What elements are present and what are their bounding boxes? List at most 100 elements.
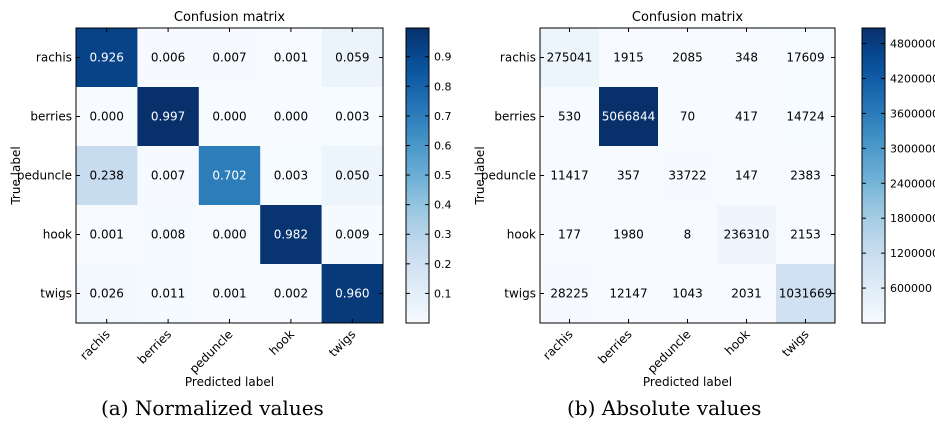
p0-cell-label-r2-c1: 0.007 — [151, 169, 185, 183]
p0-cell-r3-c0 — [76, 205, 138, 265]
p1-cell-r0-c1 — [599, 28, 659, 88]
p0-cell-r3-c2 — [198, 205, 261, 265]
p0-cell-r4-c3 — [260, 264, 323, 324]
p0-xtick-label-3: hook — [266, 327, 297, 358]
p0-cell-label-r0-c4: 0.059 — [335, 51, 369, 65]
p0-cell-label-r3-c4: 0.009 — [335, 228, 369, 242]
p0-xtick-label-1: berries — [135, 327, 174, 366]
p0-xtick-label-4: twigs — [326, 327, 358, 359]
p1-cb-tick-label-1: 1200000 — [890, 247, 935, 260]
p0-cell-label-r2-c2: 0.702 — [212, 169, 246, 183]
p1-cb-tick-label-3: 2400000 — [890, 177, 935, 190]
p0-ytick-label-2: peduncle — [17, 169, 72, 183]
p0-cell-r2-c3 — [260, 146, 323, 206]
p1-cell-label-r3-c0: 177 — [558, 228, 581, 242]
p1-cell-r1-c2 — [658, 87, 718, 147]
p1-cell-label-r0-c4: 17609 — [786, 51, 824, 65]
p0-cb-tick-label-1: 0.2 — [434, 258, 452, 271]
p1-xtick-label-3: hook — [722, 327, 753, 358]
p0-cell-label-r4-c2: 0.001 — [212, 287, 246, 301]
p0-cb-tick-label-6: 0.7 — [434, 110, 452, 123]
p0-cb-tick-label-4: 0.5 — [434, 169, 452, 182]
p0-cb-tick-label-3: 0.4 — [434, 199, 452, 212]
p0-cell-label-r2-c4: 0.050 — [335, 169, 369, 183]
p0-ytick-label-4: twigs — [40, 287, 72, 301]
caption-b: (b) Absolute values — [567, 396, 762, 420]
p0-cell-label-r0-c0: 0.926 — [90, 51, 124, 65]
p1-cell-label-r3-c2: 8 — [684, 228, 692, 242]
p1-colorbar — [861, 27, 886, 324]
p1-cell-r2-c1 — [599, 146, 659, 206]
p0-chart-title: Confusion matrix — [174, 10, 285, 25]
p1-cell-r2-c4 — [776, 146, 836, 206]
p1-cell-label-r4-c4: 1031669 — [779, 287, 832, 301]
p1-xlabel: Predicted label — [643, 375, 732, 389]
p1-cell-r1-c1 — [599, 87, 659, 147]
p1-cell-label-r2-c4: 2383 — [790, 169, 821, 183]
p1-cell-label-r4-c1: 12147 — [609, 287, 647, 301]
p0-cb-tick-label-8: 0.9 — [434, 51, 452, 64]
p0-cell-label-r1-c0: 0.000 — [90, 110, 124, 124]
p0-cell-r2-c4 — [321, 146, 384, 206]
p0-cell-r0-c1 — [137, 28, 200, 88]
p1-cell-label-r1-c2: 70 — [680, 110, 695, 124]
p0-cell-r4-c1 — [137, 264, 200, 324]
caption-a: (a) Normalized values — [101, 396, 324, 420]
p0-cell-label-r0-c2: 0.007 — [212, 51, 246, 65]
p1-cell-r4-c3 — [717, 264, 777, 324]
p1-cell-r4-c4 — [776, 264, 836, 324]
p0-cell-r3-c1 — [137, 205, 200, 265]
p0-cell-r0-c3 — [260, 28, 323, 88]
p1-cell-r3-c1 — [599, 205, 659, 265]
p1-xtick-label-0: rachis — [540, 327, 575, 362]
p1-cb-tick-label-6: 4200000 — [890, 72, 935, 85]
p0-cell-label-r2-c0: 0.238 — [90, 169, 124, 183]
p1-cb-tick-label-4: 3000000 — [890, 142, 935, 155]
p1-cell-label-r0-c1: 1915 — [613, 51, 644, 65]
p1-cell-r0-c2 — [658, 28, 718, 88]
p1-cell-label-r1-c3: 417 — [735, 110, 758, 124]
p0-ylabel: True label — [9, 146, 23, 205]
p0-xtick-label-2: peduncle — [187, 327, 236, 376]
p0-cb-tick-label-2: 0.3 — [434, 228, 452, 241]
p0-xtick-label-0: rachis — [77, 327, 112, 362]
p1-cell-label-r0-c2: 2085 — [672, 51, 703, 65]
p1-cell-r1-c3 — [717, 87, 777, 147]
p1-cell-label-r0-c3: 348 — [735, 51, 758, 65]
p1-cb-tick-label-0: 600000 — [890, 282, 932, 295]
p0-cell-r1-c2 — [198, 87, 261, 147]
p0-cell-label-r0-c3: 0.001 — [274, 51, 308, 65]
p1-cell-r1-c0 — [540, 87, 600, 147]
p1-cell-r0-c0 — [540, 28, 600, 88]
p0-cell-label-r1-c4: 0.003 — [335, 110, 369, 124]
p0-cb-tick-label-7: 0.8 — [434, 80, 452, 93]
p0-cell-r2-c1 — [137, 146, 200, 206]
p1-cell-r3-c3 — [717, 205, 777, 265]
p0-cell-label-r1-c2: 0.000 — [212, 110, 246, 124]
p0-ytick-label-0: rachis — [36, 51, 72, 65]
p1-xtick-label-1: berries — [595, 327, 634, 366]
p0-cell-r0-c4 — [321, 28, 384, 88]
p1-cell-r3-c0 — [540, 205, 600, 265]
p0-cell-r3-c4 — [321, 205, 384, 265]
p1-xtick-label-2: peduncle — [645, 327, 694, 376]
p1-cb-tick-label-2: 1800000 — [890, 212, 935, 225]
p0-cell-label-r1-c1: 0.997 — [151, 110, 185, 124]
p1-cell-r2-c0 — [540, 146, 600, 206]
p0-cell-r1-c1 — [137, 87, 200, 147]
p1-cell-r0-c3 — [717, 28, 777, 88]
p0-xlabel: Predicted label — [185, 375, 274, 389]
p1-cell-label-r3-c4: 2153 — [790, 228, 821, 242]
p0-cell-r2-c0 — [76, 146, 138, 206]
p1-cell-label-r4-c0: 28225 — [550, 287, 588, 301]
p1-chart-title: Confusion matrix — [632, 10, 743, 25]
p1-cell-r2-c3 — [717, 146, 777, 206]
p1-cell-label-r4-c3: 2031 — [731, 287, 762, 301]
p1-cell-r2-c2 — [658, 146, 718, 206]
p1-cell-label-r1-c4: 14724 — [786, 110, 824, 124]
p0-cell-r4-c2 — [198, 264, 261, 324]
p0-cell-label-r3-c0: 0.001 — [90, 228, 124, 242]
p0-cb-tick-label-0: 0.1 — [434, 287, 452, 300]
p1-cell-label-r3-c3: 236310 — [724, 228, 770, 242]
p1-cell-label-r2-c1: 357 — [617, 169, 640, 183]
